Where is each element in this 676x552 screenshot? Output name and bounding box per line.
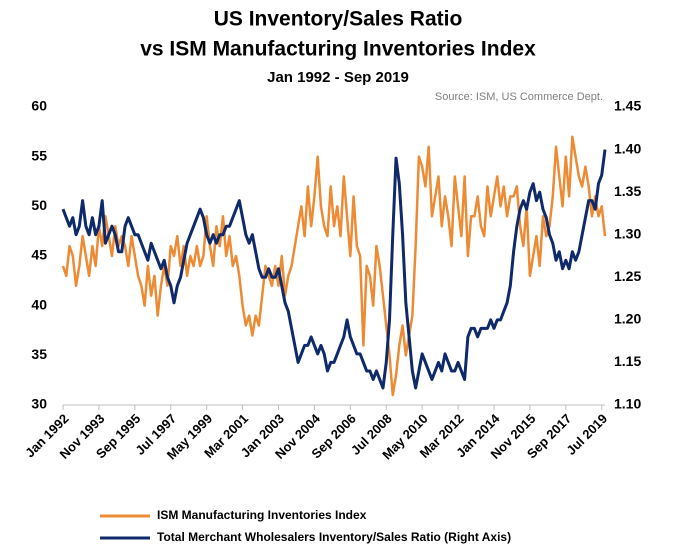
legend-label: ISM Manufacturing Inventories Index	[157, 508, 367, 522]
y-tick-label: 35	[31, 346, 47, 362]
y-tick-label: 50	[31, 197, 47, 213]
chart-title: vs ISM Manufacturing Inventories Index	[140, 38, 536, 61]
source-note: Source: ISM, US Commerce Dept.	[435, 91, 603, 103]
y2-tick-label: 1.15	[614, 353, 641, 369]
y2-tick-label: 1.35	[614, 183, 641, 199]
y2-tick-label: 1.20	[614, 311, 641, 327]
y2-tick-label: 1.25	[614, 268, 641, 284]
y-tick-label: 55	[31, 147, 47, 163]
series-line	[61, 135, 607, 397]
y-tick-label: 40	[31, 296, 47, 312]
y2-tick-label: 1.40	[614, 140, 641, 156]
series-line	[61, 149, 607, 390]
y2-tick-label: 1.45	[614, 98, 641, 114]
legend-label: Total Merchant Wholesalers Inventory/Sal…	[157, 530, 511, 544]
y2-tick-label: 1.10	[614, 396, 641, 412]
y-tick-label: 45	[31, 247, 47, 263]
chart-subtitle: Jan 1992 - Sep 2019	[267, 69, 409, 86]
y-tick-label: 30	[31, 396, 47, 412]
y2-tick-label: 1.30	[614, 225, 641, 241]
y-tick-label: 60	[31, 98, 47, 114]
chart-title: US Inventory/Sales Ratio	[214, 8, 463, 31]
